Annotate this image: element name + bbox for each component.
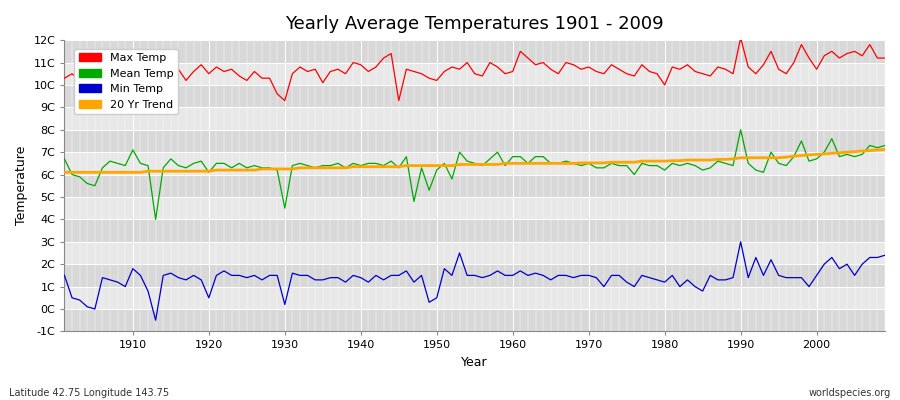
Legend: Max Temp, Mean Temp, Min Temp, 20 Yr Trend: Max Temp, Mean Temp, Min Temp, 20 Yr Tre… [74,48,177,114]
Bar [65,85,885,107]
Bar [65,152,885,174]
Text: Latitude 42.75 Longitude 143.75: Latitude 42.75 Longitude 143.75 [9,388,169,398]
Bar [65,62,885,85]
Bar [65,242,885,264]
Bar [65,197,885,219]
Text: worldspecies.org: worldspecies.org [809,388,891,398]
X-axis label: Year: Year [462,356,488,369]
Title: Yearly Average Temperatures 1901 - 2009: Yearly Average Temperatures 1901 - 2009 [285,15,664,33]
Bar [65,219,885,242]
Bar [65,309,885,332]
Bar [65,264,885,287]
Bar [65,107,885,130]
Bar [65,130,885,152]
Bar [65,174,885,197]
Bar [65,287,885,309]
Y-axis label: Temperature: Temperature [15,146,28,226]
Bar [65,40,885,62]
